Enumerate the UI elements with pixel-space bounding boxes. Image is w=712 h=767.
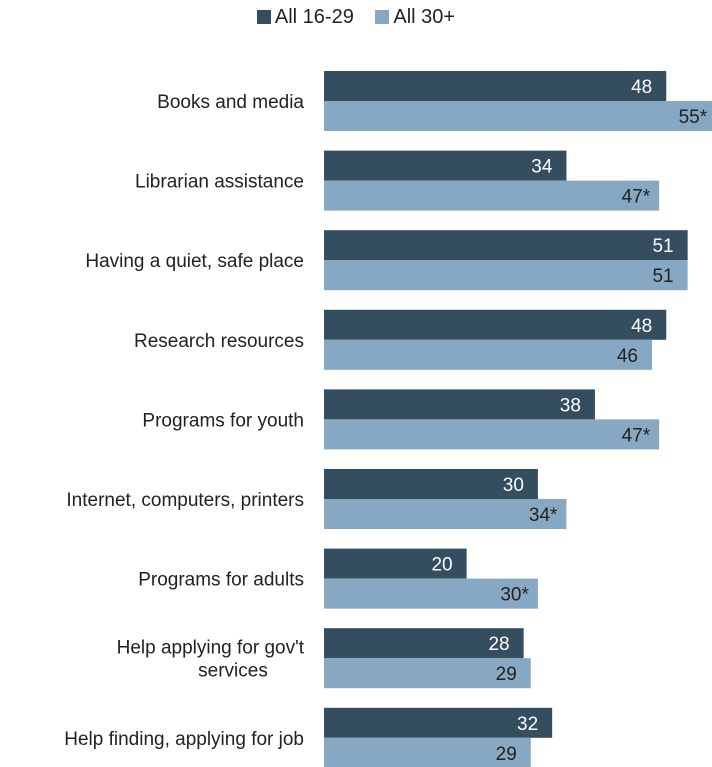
category-label: Research resources	[134, 331, 304, 352]
category-label: Having a quiet, safe place	[85, 251, 304, 272]
bar-30-plus	[324, 658, 531, 689]
value-label-30-plus: 46	[617, 346, 638, 367]
value-label-30-plus: 29	[496, 744, 517, 765]
value-label-30-plus: 47*	[622, 187, 651, 208]
legend-swatch-30-plus	[375, 10, 390, 24]
bar-30-plus	[324, 339, 652, 370]
legend-label-30-plus: All 30+	[393, 6, 456, 28]
bar-30-plus	[324, 180, 660, 211]
bar-16-29	[324, 548, 467, 579]
value-label-16-29: 32	[517, 714, 538, 735]
value-label-30-plus: 51	[652, 266, 673, 287]
bar-16-29	[324, 707, 553, 738]
category-label: Help applying for gov't	[117, 638, 305, 659]
value-label-16-29: 48	[631, 316, 652, 337]
bar-16-29	[324, 389, 595, 420]
value-label-16-29: 28	[488, 634, 509, 655]
value-label-16-29: 51	[652, 236, 673, 257]
value-label-30-plus: 34*	[529, 505, 558, 526]
category-label: Programs for youth	[142, 410, 304, 431]
bar-30-plus	[324, 419, 660, 450]
legend-item-16-29: All 16-29	[256, 6, 354, 29]
bar-16-29	[324, 309, 667, 340]
category-label: Programs for adults	[138, 570, 304, 591]
bar-30-plus	[324, 578, 538, 609]
category-label: Help finding, applying for job	[64, 729, 304, 750]
value-label-30-plus: 29	[496, 664, 517, 685]
bar-16-29	[324, 150, 567, 181]
bar-16-29	[324, 230, 688, 261]
value-label-30-plus: 30*	[500, 585, 529, 606]
category-label: Librarian assistance	[135, 172, 304, 193]
category-label: Books and media	[157, 92, 304, 113]
value-label-16-29: 34	[531, 157, 553, 178]
category-label: services	[198, 661, 268, 682]
value-label-30-plus: 47*	[622, 425, 651, 446]
bar-16-29	[324, 469, 538, 499]
bar-30-plus	[324, 101, 712, 131]
legend-swatch-16-29	[256, 10, 271, 24]
value-label-16-29: 20	[431, 555, 452, 576]
bar-30-plus	[324, 499, 567, 529]
value-label-16-29: 38	[560, 395, 581, 416]
bar-16-29	[324, 628, 524, 659]
value-label-16-29: 48	[631, 77, 652, 98]
value-label-30-plus: 55*	[679, 107, 708, 128]
category-label: Internet, computers, printers	[66, 490, 304, 511]
bar-30-plus	[324, 260, 688, 291]
bar-16-29	[324, 71, 667, 101]
legend-label-16-29: All 16-29	[274, 6, 354, 28]
legend-item-30-plus: All 30+	[375, 6, 455, 29]
value-label-16-29: 30	[503, 475, 524, 496]
legend: All 16-29 All 30+	[0, 6, 712, 29]
bar-30-plus	[324, 737, 531, 767]
